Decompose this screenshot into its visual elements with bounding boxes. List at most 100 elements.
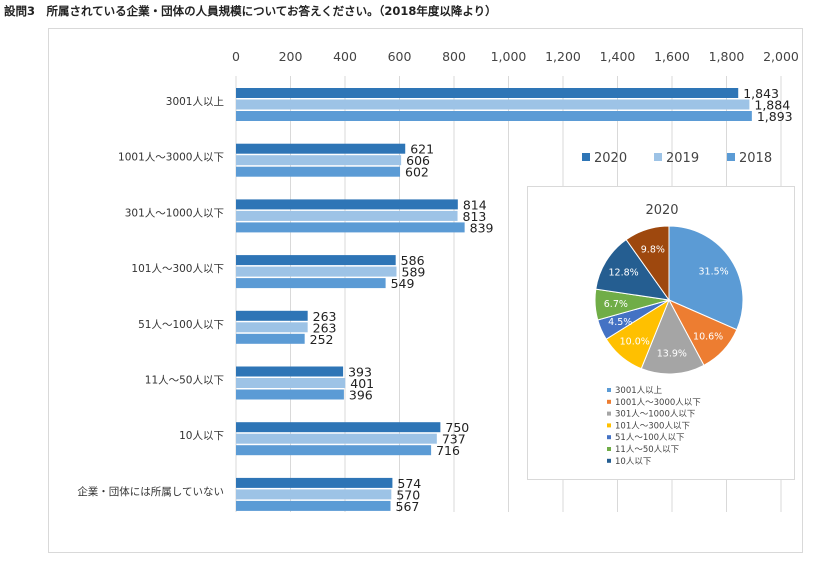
pie-chart-box: 2020 31.5% 10.6% 13.9% 10.0% 4.5% 6.7% 12.8% 9.8… xyxy=(527,186,795,480)
bar xyxy=(236,278,386,289)
bar-value-label: 567 xyxy=(396,499,420,514)
pie-legend-swatch xyxy=(607,458,611,463)
bar-value-label: 570 xyxy=(396,487,420,502)
category-label: 11人～50人以下 xyxy=(145,375,224,387)
pie-title: 2020 xyxy=(645,203,678,218)
x-tick-label: 600 xyxy=(388,49,412,64)
category-label: 10人以下 xyxy=(179,430,224,442)
bar xyxy=(236,322,308,333)
bar xyxy=(236,210,458,221)
pie-slice-label: 6.7% xyxy=(604,299,628,310)
pie-slice-label: 10.0% xyxy=(620,336,650,347)
bar-value-label: 263 xyxy=(313,320,337,335)
bar xyxy=(236,266,397,277)
bar-value-label: 1,843 xyxy=(743,86,779,101)
bar-value-label: 401 xyxy=(350,376,374,391)
bar-value-label: 396 xyxy=(349,388,373,403)
x-tick-label: 400 xyxy=(333,49,357,64)
pie-legend-label: 10人以下 xyxy=(615,457,652,467)
bar xyxy=(236,422,441,433)
category-label: 51人～100人以下 xyxy=(138,319,224,331)
pie-legend-swatch xyxy=(607,388,611,392)
bar xyxy=(236,155,402,166)
x-tick-label: 200 xyxy=(279,49,303,64)
pie-legend-label: 3001人以上 xyxy=(615,386,663,396)
legend-label: 2020 xyxy=(594,151,627,166)
pie-slice-label: 31.5% xyxy=(698,266,728,277)
bar-value-label: 252 xyxy=(310,332,334,347)
pie-legend-label: 1001人～3000人以下 xyxy=(615,398,701,408)
bar-value-label: 814 xyxy=(463,197,487,212)
x-tick-label: 1,200 xyxy=(545,49,581,64)
pie-legend-label: 51人～100人以下 xyxy=(615,433,685,443)
category-label: 301人～1000人以下 xyxy=(125,207,224,219)
bar-value-label: 589 xyxy=(402,265,426,280)
legend-swatch xyxy=(582,153,590,161)
bar xyxy=(236,111,752,121)
pie-legend-label: 11人～50人以下 xyxy=(615,445,680,455)
category-label: 1001人～3000人以下 xyxy=(118,152,224,164)
legend-swatch xyxy=(654,153,662,161)
x-tick-label: 0 xyxy=(232,49,240,64)
x-tick-label: 2,000 xyxy=(763,49,799,64)
bar-value-label: 1,884 xyxy=(754,98,790,113)
pie-slice-label: 13.9% xyxy=(657,349,687,360)
bar xyxy=(236,378,346,388)
pie-slice xyxy=(640,298,705,375)
bar-value-label: 1,893 xyxy=(757,109,793,124)
bar xyxy=(236,199,458,210)
pie-legend-swatch xyxy=(607,447,611,451)
pie-legend-swatch xyxy=(607,411,611,416)
bar-value-label: 574 xyxy=(397,476,421,491)
bar-value-label: 549 xyxy=(391,276,415,291)
x-tick-label: 1,000 xyxy=(491,49,527,64)
category-label: 3001人以上 xyxy=(166,96,224,108)
x-tick-label: 1,600 xyxy=(654,49,690,64)
pie-slice-label: 9.8% xyxy=(641,245,665,256)
bar xyxy=(236,166,401,177)
bar-value-label: 621 xyxy=(410,142,434,157)
bar xyxy=(236,310,308,321)
pie-slice xyxy=(625,225,670,302)
pie-slice-label: 12.8% xyxy=(609,268,639,279)
pie-legend-swatch xyxy=(607,399,611,404)
bar-value-label: 263 xyxy=(313,309,337,324)
category-label: 企業・団体には所属していない xyxy=(77,485,224,498)
bar-value-label: 813 xyxy=(463,209,487,224)
bar-value-label: 393 xyxy=(348,365,372,380)
pie-slice-label: 10.6% xyxy=(693,332,723,343)
bar xyxy=(236,489,392,500)
x-tick-label: 1,400 xyxy=(600,49,636,64)
bar xyxy=(236,99,750,110)
pie-slice xyxy=(595,238,671,301)
bar xyxy=(236,143,406,154)
bar-value-label: 737 xyxy=(442,432,466,447)
bar xyxy=(236,222,465,233)
pie-legend-swatch xyxy=(607,423,611,428)
pie-chart: 2020 31.5% 10.6% 13.9% 10.0% 4.5% 6.7% 12.8% 9.8… xyxy=(594,203,744,467)
bar xyxy=(236,88,739,98)
x-tick-label: 800 xyxy=(442,49,466,64)
bar-value-label: 839 xyxy=(470,220,494,235)
bar-value-label: 602 xyxy=(405,165,429,180)
pie-slice-label: 4.5% xyxy=(608,317,632,328)
bar xyxy=(236,255,396,266)
pie-slice xyxy=(668,225,744,331)
page-title: 設問3 所属されている企業・団体の人員規模についてお答えください。（2018年度… xyxy=(4,4,497,18)
bar-value-label: 586 xyxy=(401,253,425,268)
pie-legend-label: 101人～300人以下 xyxy=(615,421,690,431)
legend-label: 2018 xyxy=(739,151,772,166)
bar xyxy=(236,366,344,377)
chart-frame xyxy=(48,28,803,553)
bar xyxy=(236,333,305,344)
bar-value-label: 606 xyxy=(406,153,430,168)
category-label: 101人～300人以下 xyxy=(131,263,224,275)
bar xyxy=(236,445,432,456)
bar xyxy=(236,389,344,400)
pie-legend-swatch xyxy=(607,435,611,440)
legend-label: 2019 xyxy=(666,151,699,166)
x-tick-label: 1,800 xyxy=(709,49,745,64)
legend-swatch xyxy=(727,153,735,161)
bar xyxy=(236,433,437,444)
